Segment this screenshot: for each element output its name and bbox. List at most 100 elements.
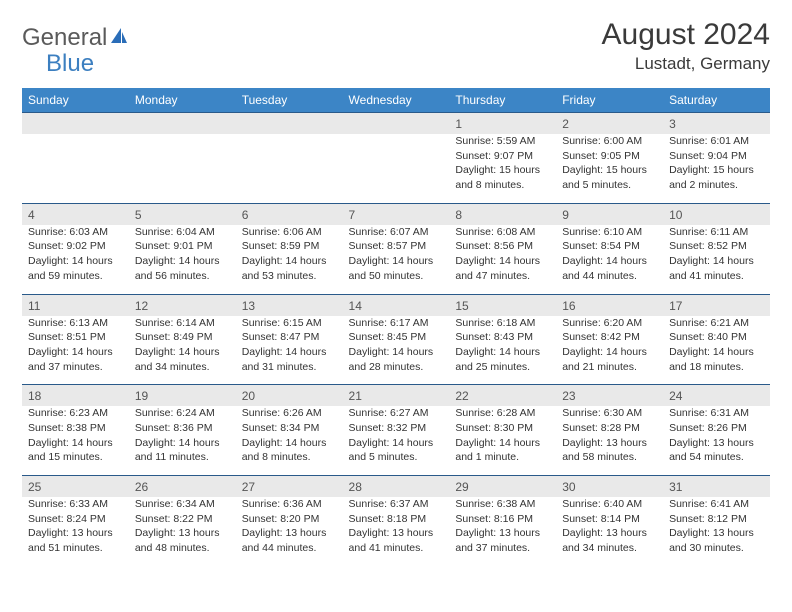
sunset-line: Sunset: 8:34 PM	[242, 421, 337, 436]
day-cell: Sunrise: 6:08 AMSunset: 8:56 PMDaylight:…	[449, 225, 556, 294]
day-number-cell: 15	[449, 294, 556, 316]
day-number-cell: 11	[22, 294, 129, 316]
day-number-cell: 12	[129, 294, 236, 316]
sunrise-line: Sunrise: 6:07 AM	[349, 225, 444, 240]
sunrise-line: Sunrise: 6:00 AM	[562, 134, 657, 149]
sunset-line: Sunset: 8:16 PM	[455, 512, 550, 527]
day-number-cell: 7	[343, 203, 450, 225]
day-cell: Sunrise: 6:15 AMSunset: 8:47 PMDaylight:…	[236, 316, 343, 385]
sunrise-line: Sunrise: 6:13 AM	[28, 316, 123, 331]
sunset-line: Sunset: 8:59 PM	[242, 239, 337, 254]
sunset-line: Sunset: 8:28 PM	[562, 421, 657, 436]
day-cell: Sunrise: 6:18 AMSunset: 8:43 PMDaylight:…	[449, 316, 556, 385]
sunrise-line: Sunrise: 6:18 AM	[455, 316, 550, 331]
daylight-line: Daylight: 14 hours and 11 minutes.	[135, 436, 230, 465]
day-cell: Sunrise: 6:21 AMSunset: 8:40 PMDaylight:…	[663, 316, 770, 385]
daylight-line: Daylight: 14 hours and 25 minutes.	[455, 345, 550, 374]
week-row: Sunrise: 6:33 AMSunset: 8:24 PMDaylight:…	[22, 497, 770, 566]
day-cell: Sunrise: 6:11 AMSunset: 8:52 PMDaylight:…	[663, 225, 770, 294]
day-number-cell: 18	[22, 385, 129, 407]
daylight-line: Daylight: 15 hours and 8 minutes.	[455, 163, 550, 192]
day-cell: Sunrise: 6:30 AMSunset: 8:28 PMDaylight:…	[556, 406, 663, 475]
sunset-line: Sunset: 8:36 PM	[135, 421, 230, 436]
sunrise-line: Sunrise: 6:11 AM	[669, 225, 764, 240]
day-cell: Sunrise: 6:00 AMSunset: 9:05 PMDaylight:…	[556, 134, 663, 203]
dow-mon: Monday	[129, 88, 236, 113]
day-number-cell: 21	[343, 385, 450, 407]
day-cell	[236, 134, 343, 203]
day-cell: Sunrise: 6:40 AMSunset: 8:14 PMDaylight:…	[556, 497, 663, 566]
sunset-line: Sunset: 8:26 PM	[669, 421, 764, 436]
title-block: August 2024 Lustadt, Germany	[602, 18, 770, 74]
sunset-line: Sunset: 8:30 PM	[455, 421, 550, 436]
day-number-cell	[343, 113, 450, 135]
daylight-line: Daylight: 13 hours and 54 minutes.	[669, 436, 764, 465]
day-cell: Sunrise: 6:14 AMSunset: 8:49 PMDaylight:…	[129, 316, 236, 385]
day-number-cell: 1	[449, 113, 556, 135]
daylight-line: Daylight: 15 hours and 5 minutes.	[562, 163, 657, 192]
sunset-line: Sunset: 8:12 PM	[669, 512, 764, 527]
sunset-line: Sunset: 8:42 PM	[562, 330, 657, 345]
daylight-line: Daylight: 14 hours and 44 minutes.	[562, 254, 657, 283]
daylight-line: Daylight: 13 hours and 51 minutes.	[28, 526, 123, 555]
dow-thu: Thursday	[449, 88, 556, 113]
day-cell: Sunrise: 6:28 AMSunset: 8:30 PMDaylight:…	[449, 406, 556, 475]
daylight-line: Daylight: 13 hours and 44 minutes.	[242, 526, 337, 555]
day-number-cell: 14	[343, 294, 450, 316]
sunset-line: Sunset: 8:18 PM	[349, 512, 444, 527]
daylight-line: Daylight: 13 hours and 41 minutes.	[349, 526, 444, 555]
day-cell: Sunrise: 6:33 AMSunset: 8:24 PMDaylight:…	[22, 497, 129, 566]
sunrise-line: Sunrise: 6:15 AM	[242, 316, 337, 331]
daylight-line: Daylight: 14 hours and 59 minutes.	[28, 254, 123, 283]
day-cell: Sunrise: 6:36 AMSunset: 8:20 PMDaylight:…	[236, 497, 343, 566]
day-cell: Sunrise: 6:23 AMSunset: 8:38 PMDaylight:…	[22, 406, 129, 475]
sunrise-line: Sunrise: 6:08 AM	[455, 225, 550, 240]
day-number-cell: 9	[556, 203, 663, 225]
day-cell: Sunrise: 6:04 AMSunset: 9:01 PMDaylight:…	[129, 225, 236, 294]
sunrise-line: Sunrise: 6:34 AM	[135, 497, 230, 512]
dow-sat: Saturday	[663, 88, 770, 113]
sunset-line: Sunset: 8:40 PM	[669, 330, 764, 345]
day-number-cell: 13	[236, 294, 343, 316]
daynum-row: 18192021222324	[22, 385, 770, 407]
day-number-cell: 30	[556, 476, 663, 498]
daylight-line: Daylight: 14 hours and 47 minutes.	[455, 254, 550, 283]
daylight-line: Daylight: 14 hours and 41 minutes.	[669, 254, 764, 283]
day-cell: Sunrise: 6:24 AMSunset: 8:36 PMDaylight:…	[129, 406, 236, 475]
week-row: Sunrise: 6:13 AMSunset: 8:51 PMDaylight:…	[22, 316, 770, 385]
day-number-cell	[22, 113, 129, 135]
month-title: August 2024	[602, 18, 770, 52]
day-number-cell: 2	[556, 113, 663, 135]
sunset-line: Sunset: 8:49 PM	[135, 330, 230, 345]
day-number-cell: 5	[129, 203, 236, 225]
sunrise-line: Sunrise: 6:14 AM	[135, 316, 230, 331]
day-cell: Sunrise: 5:59 AMSunset: 9:07 PMDaylight:…	[449, 134, 556, 203]
day-number-cell: 8	[449, 203, 556, 225]
day-number-cell: 4	[22, 203, 129, 225]
daylight-line: Daylight: 13 hours and 48 minutes.	[135, 526, 230, 555]
day-number-cell: 10	[663, 203, 770, 225]
day-number-cell: 16	[556, 294, 663, 316]
dow-sun: Sunday	[22, 88, 129, 113]
sunset-line: Sunset: 8:56 PM	[455, 239, 550, 254]
daylight-line: Daylight: 14 hours and 15 minutes.	[28, 436, 123, 465]
day-number-cell: 3	[663, 113, 770, 135]
sunrise-line: Sunrise: 6:04 AM	[135, 225, 230, 240]
sunrise-line: Sunrise: 6:06 AM	[242, 225, 337, 240]
sunrise-line: Sunrise: 6:23 AM	[28, 406, 123, 421]
sunrise-line: Sunrise: 5:59 AM	[455, 134, 550, 149]
day-cell	[129, 134, 236, 203]
sunset-line: Sunset: 8:22 PM	[135, 512, 230, 527]
daylight-line: Daylight: 14 hours and 34 minutes.	[135, 345, 230, 374]
day-cell: Sunrise: 6:41 AMSunset: 8:12 PMDaylight:…	[663, 497, 770, 566]
daynum-row: 11121314151617	[22, 294, 770, 316]
dow-row: Sunday Monday Tuesday Wednesday Thursday…	[22, 88, 770, 113]
sunrise-line: Sunrise: 6:01 AM	[669, 134, 764, 149]
sunrise-line: Sunrise: 6:28 AM	[455, 406, 550, 421]
day-cell: Sunrise: 6:01 AMSunset: 9:04 PMDaylight:…	[663, 134, 770, 203]
sunrise-line: Sunrise: 6:40 AM	[562, 497, 657, 512]
daynum-row: 45678910	[22, 203, 770, 225]
daylight-line: Daylight: 14 hours and 1 minute.	[455, 436, 550, 465]
daynum-row: 123	[22, 113, 770, 135]
sunrise-line: Sunrise: 6:03 AM	[28, 225, 123, 240]
